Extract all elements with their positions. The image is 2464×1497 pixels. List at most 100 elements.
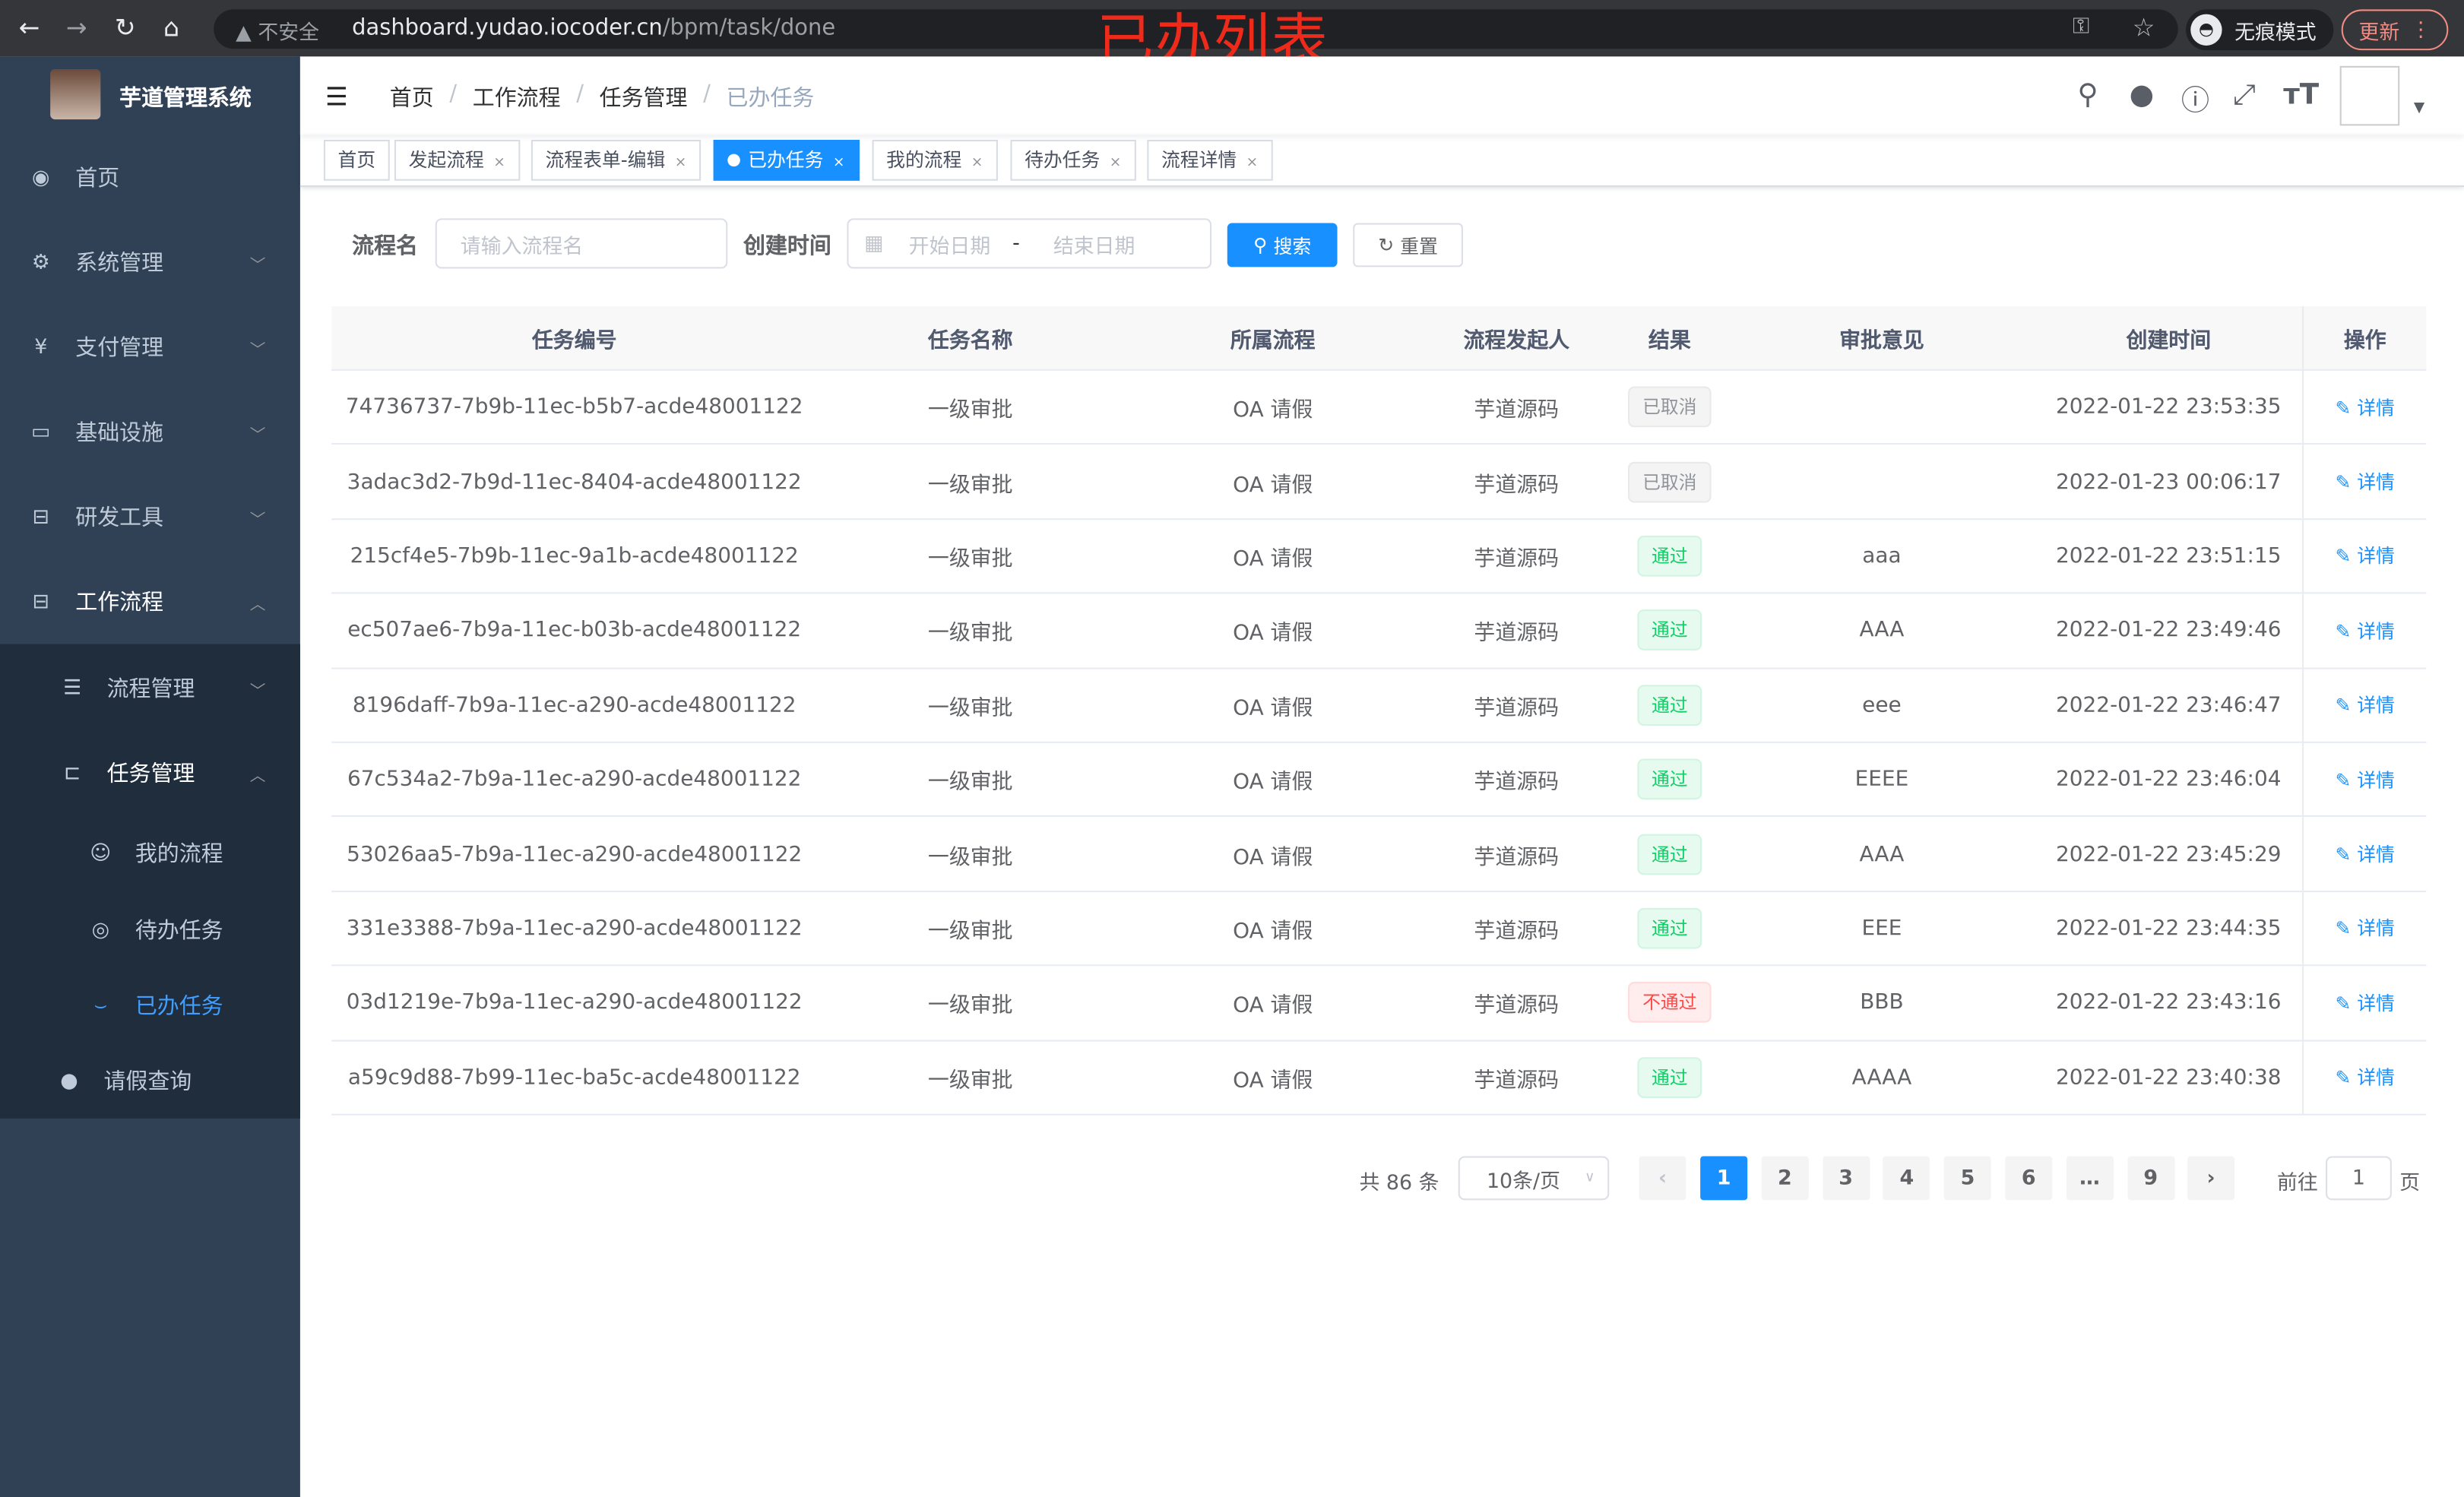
- tab-start-process[interactable]: 发起流程 ×: [394, 139, 520, 181]
- search-icon: ⚲: [1253, 234, 1268, 256]
- back-icon[interactable]: ←: [18, 12, 40, 43]
- starter: 芋道源码: [1474, 1068, 1560, 1093]
- detail-button[interactable]: ✎ 详情: [2336, 1064, 2395, 1090]
- sidebar-item-process-manage[interactable]: ☰ 流程管理 ﹀: [0, 649, 300, 727]
- page-button[interactable]: 6: [2005, 1156, 2053, 1201]
- github-icon[interactable]: ●: [2129, 78, 2155, 112]
- incognito-indicator[interactable]: ◓ 无痕模式: [2186, 9, 2334, 51]
- forward-icon[interactable]: →: [65, 12, 87, 43]
- tab-form-edit[interactable]: 流程表单-编辑 ×: [530, 139, 701, 181]
- breadcrumb-item[interactable]: 工作流程: [472, 86, 561, 112]
- more-icon[interactable]: ⋮: [2410, 17, 2431, 42]
- caret-down-icon[interactable]: ▼: [2413, 100, 2425, 116]
- page-button[interactable]: 1: [1700, 1156, 1748, 1201]
- approval-comment: eee: [1862, 692, 1902, 718]
- starter: 芋道源码: [1474, 546, 1560, 572]
- chevron-down-icon: ﹀: [249, 682, 266, 700]
- sidebar-item-todo[interactable]: ◎ 待办任务: [0, 891, 300, 969]
- address-bar[interactable]: ▲ 不安全 dashboard.yudao.iocoder.cn/bpm/tas…: [214, 9, 2178, 49]
- detail-button[interactable]: ✎ 详情: [2336, 840, 2395, 867]
- detail-button[interactable]: ✎ 详情: [2336, 394, 2395, 420]
- result-badge: 不通过: [1628, 982, 1712, 1024]
- process-name-input[interactable]: 请输入流程名: [435, 218, 728, 269]
- prev-page-button[interactable]: ‹: [1639, 1156, 1686, 1201]
- dashboard-icon: ◉: [32, 166, 50, 190]
- result-badge: 通过: [1637, 535, 1702, 577]
- reload-icon[interactable]: ↻: [114, 12, 136, 43]
- page-button[interactable]: 9: [2127, 1156, 2174, 1201]
- page-button[interactable]: 3: [1822, 1156, 1870, 1201]
- close-icon[interactable]: ×: [674, 155, 687, 172]
- detail-button[interactable]: ✎ 详情: [2336, 766, 2395, 793]
- starter: 芋道源码: [1474, 919, 1560, 945]
- detail-button[interactable]: ✎ 详情: [2336, 543, 2395, 569]
- tab-todo-task[interactable]: 待办任务 ×: [1010, 139, 1135, 181]
- sidebar-item-pay[interactable]: ¥ 支付管理 ﹀: [0, 308, 300, 386]
- result-badge: 通过: [1637, 758, 1702, 800]
- page-button[interactable]: …: [2066, 1156, 2114, 1201]
- font-size-icon[interactable]: тT: [2283, 78, 2320, 112]
- detail-button[interactable]: ✎ 详情: [2336, 468, 2395, 495]
- sidebar-item-done[interactable]: ⌣ 已办任务: [0, 966, 300, 1044]
- hamburger-icon[interactable]: ☰: [325, 81, 348, 112]
- page-size-select[interactable]: 10条/页 ∨: [1458, 1156, 1610, 1201]
- help-icon[interactable]: ⓘ: [2181, 84, 2210, 119]
- end-date-input[interactable]: 结束日期: [1053, 235, 1135, 259]
- sidebar-item-task-manage[interactable]: ⊏ 任务管理 ︿: [0, 733, 300, 812]
- chevron-down-icon: ﹀: [249, 426, 266, 444]
- detail-button[interactable]: ✎ 详情: [2336, 692, 2395, 718]
- goto-page-input[interactable]: 1: [2326, 1156, 2392, 1201]
- sidebar-item-tool[interactable]: ⊟ 研发工具 ﹀: [0, 477, 300, 555]
- close-icon[interactable]: ×: [493, 155, 505, 172]
- detail-label: 详情: [2357, 620, 2395, 643]
- page-button[interactable]: 5: [1944, 1156, 1992, 1201]
- date-range-picker[interactable]: ▦ 开始日期 - 结束日期: [847, 218, 1212, 269]
- update-button[interactable]: 更新 ⋮: [2341, 9, 2449, 51]
- sidebar-item-label: 任务管理: [106, 761, 195, 787]
- chevron-down-icon: ﹀: [249, 511, 266, 529]
- result-badge: 通过: [1637, 1056, 1702, 1098]
- fullscreen-icon[interactable]: ⤢: [2233, 78, 2256, 112]
- close-icon[interactable]: ×: [1109, 155, 1122, 172]
- tab-my-process[interactable]: 我的流程 ×: [872, 139, 998, 181]
- close-icon[interactable]: ×: [832, 155, 845, 172]
- task-id: 3adac3d2-7b9d-11ec-8404-acde48001122: [347, 469, 802, 495]
- detail-button[interactable]: ✎ 详情: [2336, 989, 2395, 1016]
- home-icon[interactable]: ⌂: [163, 12, 180, 43]
- page-button[interactable]: 4: [1883, 1156, 1930, 1201]
- page-button[interactable]: 2: [1761, 1156, 1809, 1201]
- sidebar-item-home[interactable]: ◉ 首页: [0, 138, 300, 217]
- tab-process-detail[interactable]: 流程详情 ×: [1147, 139, 1272, 181]
- breadcrumb-item[interactable]: 任务管理: [599, 86, 688, 112]
- detail-label: 详情: [2357, 918, 2395, 941]
- search-icon[interactable]: ⚲: [2077, 78, 2098, 112]
- tab-label: 已办任务: [748, 149, 824, 172]
- sidebar-item-infra[interactable]: ▭ 基础设施 ﹀: [0, 393, 300, 471]
- table-row: 331e3388-7b9a-11ec-a290-acde48001122 一级审…: [331, 891, 2427, 967]
- sidebar-item-leave[interactable]: ● 请假查询: [0, 1042, 300, 1120]
- detail-button[interactable]: ✎ 详情: [2336, 915, 2395, 942]
- sidebar-item-my-process[interactable]: ☺ 我的流程: [0, 814, 300, 892]
- close-icon[interactable]: ×: [971, 155, 983, 172]
- tab-done-task[interactable]: 已办任务 ×: [713, 139, 860, 181]
- result-badge: 已取消: [1628, 460, 1712, 502]
- next-page-button[interactable]: ›: [2187, 1156, 2235, 1201]
- result-badge: 通过: [1637, 684, 1702, 726]
- breadcrumb-item[interactable]: 首页: [389, 86, 434, 112]
- search-button[interactable]: ⚲ 搜索: [1227, 223, 1338, 267]
- starter: 芋道源码: [1474, 621, 1560, 647]
- start-date-input[interactable]: 开始日期: [908, 235, 991, 259]
- avatar[interactable]: [2339, 65, 2400, 126]
- starter: 芋道源码: [1474, 993, 1560, 1019]
- key-icon[interactable]: ⚿: [2073, 14, 2090, 40]
- sidebar-item-system[interactable]: ⚙ 系统管理 ﹀: [0, 223, 300, 302]
- task-id: 331e3388-7b9a-11ec-a290-acde48001122: [346, 916, 803, 942]
- url-text[interactable]: dashboard.yudao.iocoder.cn/bpm/task/done: [352, 16, 835, 41]
- detail-button[interactable]: ✎ 详情: [2336, 617, 2395, 644]
- reset-button[interactable]: ↻ 重置: [1353, 223, 1463, 267]
- close-icon[interactable]: ×: [1246, 155, 1259, 172]
- star-icon[interactable]: ☆: [2132, 12, 2155, 43]
- tab-home[interactable]: 首页: [323, 139, 390, 181]
- approval-comment: AAA: [1859, 618, 1905, 644]
- sidebar-item-bpm[interactable]: ⊟ 工作流程 ︿: [0, 562, 300, 641]
